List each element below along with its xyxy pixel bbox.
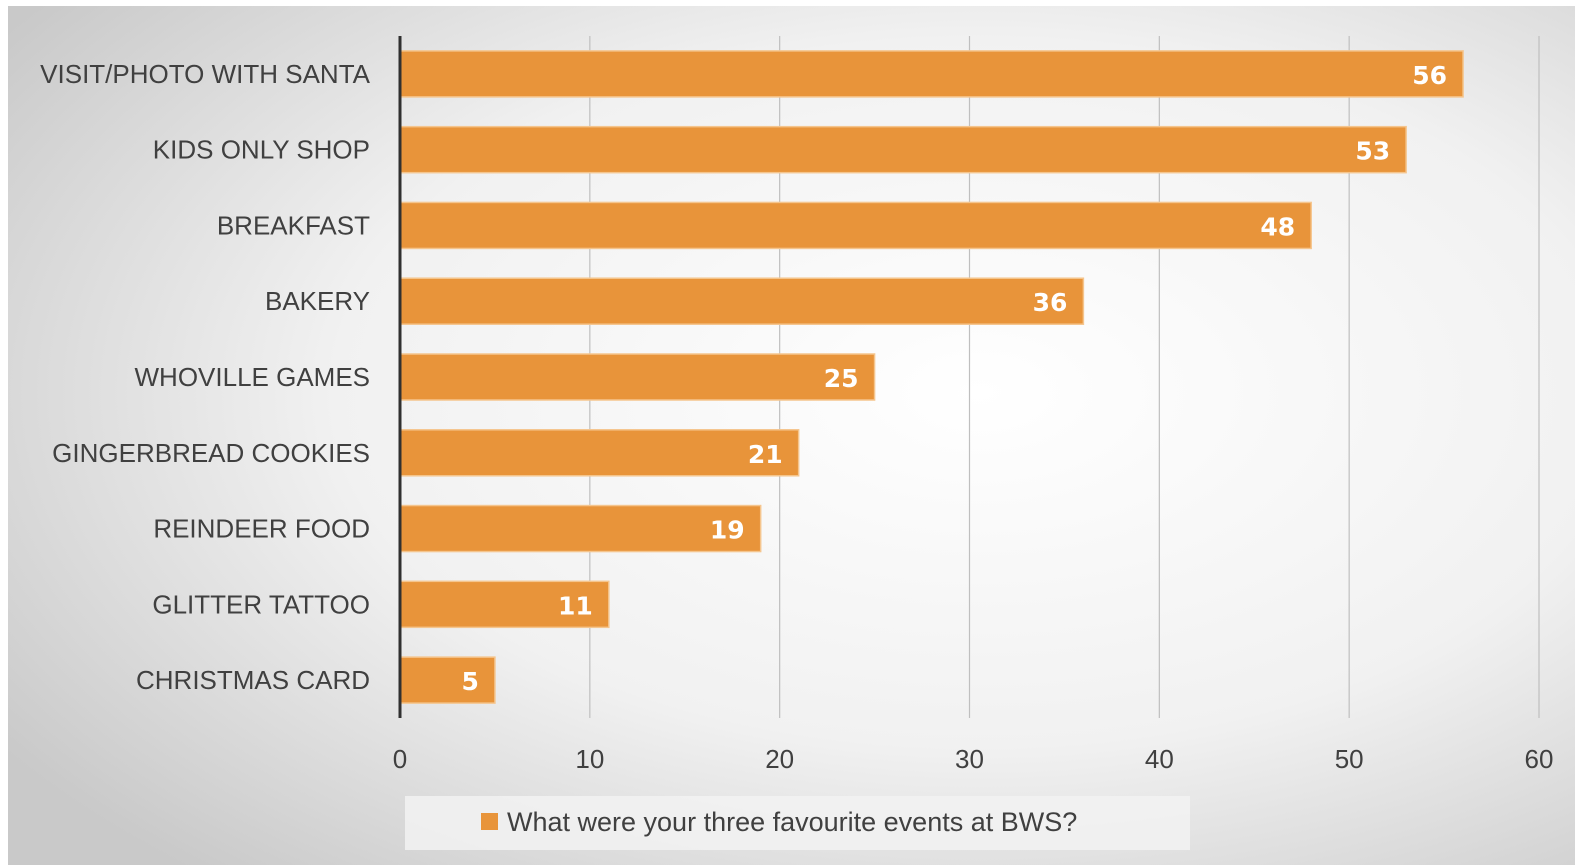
bar [399, 50, 1464, 98]
bar [399, 125, 1407, 174]
category-label: BAKERY [265, 286, 370, 316]
bar [399, 429, 800, 477]
bar [399, 277, 1085, 325]
x-tick-label: 30 [955, 744, 984, 774]
x-tick-label: 0 [393, 744, 407, 774]
bar [399, 504, 762, 553]
data-label: 11 [558, 591, 593, 620]
bar [399, 353, 876, 401]
data-label: 25 [824, 364, 859, 393]
bars: 56 53 48 36 25 21 19 11 5 [399, 50, 1464, 704]
category-label: KIDS ONLY SHOP [153, 135, 370, 165]
x-tick-label: 20 [765, 744, 794, 774]
category-label: BREAKFAST [217, 210, 370, 240]
category-label: VISIT/PHOTO WITH SANTA [40, 59, 370, 89]
category-label: REINDEER FOOD [153, 514, 370, 544]
category-label: WHOVILLE GAMES [135, 362, 371, 392]
category-label: GINGERBREAD COOKIES [52, 438, 370, 468]
legend: What were your three favourite events at… [405, 796, 1190, 850]
data-label: 19 [710, 516, 745, 545]
bar [399, 656, 496, 704]
legend-label: What were your three favourite events at… [507, 807, 1077, 837]
data-label: 36 [1033, 288, 1068, 317]
data-label: 5 [462, 667, 479, 696]
data-label: 53 [1355, 137, 1390, 166]
x-tick-label: 50 [1335, 744, 1364, 774]
category-label: GLITTER TATTOO [152, 589, 370, 619]
data-label: 48 [1260, 212, 1295, 241]
data-label: 56 [1412, 61, 1447, 90]
bar [399, 201, 1312, 250]
data-label: 21 [748, 440, 783, 469]
axes: 0 10 20 30 40 50 60 VISIT/PHOTO WITH SANTA KIDS … [40, 36, 1553, 774]
legend-swatch [481, 813, 498, 830]
x-tick-label: 60 [1525, 744, 1554, 774]
x-tick-label: 40 [1145, 744, 1174, 774]
x-tick-label: 10 [575, 744, 604, 774]
bar [399, 580, 610, 629]
category-label: CHRISTMAS CARD [136, 665, 370, 695]
legend-background [405, 796, 1190, 850]
